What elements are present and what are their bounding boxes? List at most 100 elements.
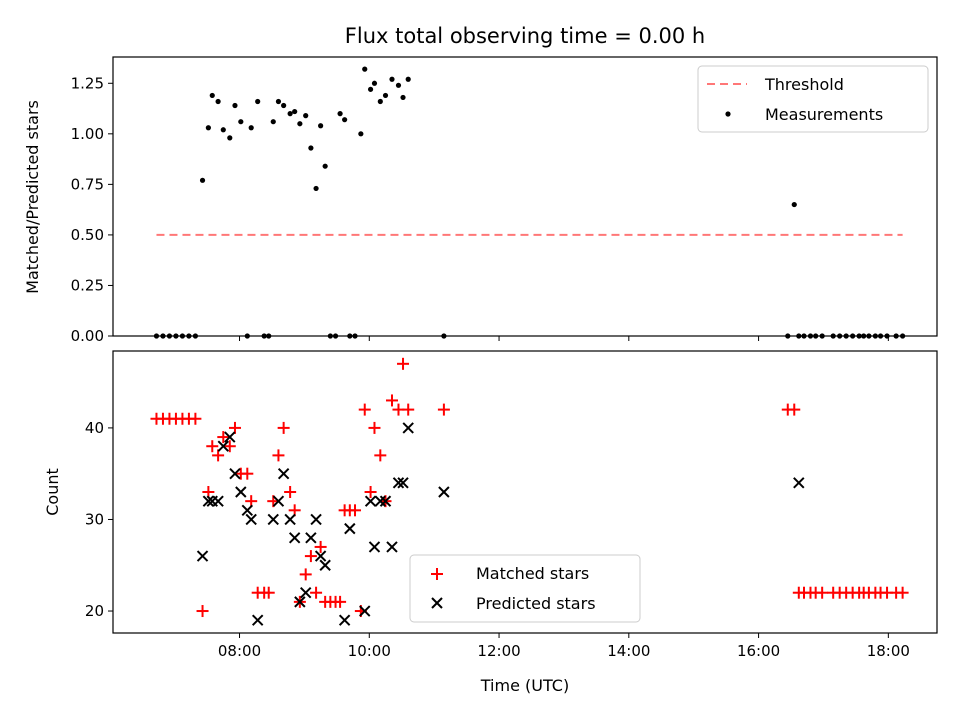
top-y-tick-label: 0.75 — [71, 175, 104, 193]
measurements-point — [199, 177, 206, 183]
top-y-tick-label: 0.00 — [71, 327, 104, 345]
measurements-point — [850, 333, 856, 339]
matched-stars-point — [402, 403, 415, 416]
measurements-point — [173, 333, 179, 339]
measurements-point — [400, 94, 406, 101]
measurements-point — [377, 98, 383, 105]
measurements-point — [358, 131, 364, 137]
measurements-point — [337, 111, 343, 117]
matched-stars-point — [212, 449, 225, 462]
measurements-point — [192, 333, 198, 339]
measurements-point — [215, 98, 221, 105]
x-tick-label: 18:00 — [867, 642, 910, 660]
measurements-point — [352, 333, 358, 339]
predicted-stars-point — [294, 596, 306, 608]
predicted-stars-point — [305, 532, 317, 544]
bottom-legend-box — [409, 554, 641, 623]
matched-stars-point — [374, 449, 387, 462]
predicted-stars-point — [338, 614, 351, 626]
matched-stars-point — [277, 421, 290, 434]
measurements-point — [389, 76, 395, 82]
top-panel-ratio: 0.00 0.25 0.50 0.75 1.00 1.25 Matched/Predict… — [23, 56, 938, 345]
measurements-point — [843, 333, 849, 339]
legend-threshold-label: Threshold — [764, 75, 844, 94]
measurements-point — [238, 119, 244, 125]
measurements-point — [866, 333, 872, 339]
predicted-stars-point — [364, 495, 377, 507]
measurements-point — [308, 145, 314, 151]
measurements-point — [205, 125, 211, 131]
measurements-point — [160, 333, 166, 339]
measurements-point — [179, 333, 186, 339]
top-panel-series — [153, 66, 906, 339]
measurements-point — [292, 108, 298, 115]
measurements-point — [266, 333, 272, 339]
top-y-axis-label: Matched/Predicted stars — [23, 100, 42, 294]
bottom-y-axis-label: Count — [43, 468, 62, 516]
measurements-point — [281, 102, 287, 109]
matched-stars-point — [310, 586, 323, 599]
matched-stars-point — [217, 431, 230, 444]
legend-matched-swatch — [431, 568, 443, 580]
measurements-point — [801, 333, 807, 339]
measurements-point — [275, 98, 282, 105]
matched-stars-point — [262, 586, 275, 599]
measurements-point — [327, 333, 333, 339]
measurements-point — [232, 102, 238, 109]
matched-stars-point — [397, 357, 410, 370]
x-axis-label: Time (UTC) — [480, 676, 569, 695]
predicted-stars-point — [212, 495, 224, 507]
measurements-point — [371, 80, 378, 86]
measurements-point — [861, 333, 867, 339]
matched-stars-point — [816, 586, 829, 599]
measurements-point — [220, 127, 226, 133]
measurements-point — [813, 333, 819, 339]
measurements-point — [303, 113, 309, 119]
measurements-point — [166, 333, 173, 339]
bottom-y-tick-label: 40 — [85, 419, 104, 437]
matched-stars-point — [284, 486, 297, 498]
predicted-stars-point — [272, 495, 285, 507]
measurements-point — [297, 121, 303, 127]
predicted-stars-point — [251, 614, 264, 626]
predicted-stars-point — [288, 532, 301, 544]
measurements-point — [819, 333, 825, 339]
matched-stars-point — [189, 412, 202, 425]
predicted-stars-point — [284, 513, 296, 526]
bottom-y-tick-label: 20 — [85, 602, 104, 620]
predicted-stars-point — [241, 504, 254, 517]
measurements-point — [837, 333, 843, 339]
matched-stars-point — [358, 403, 371, 416]
top-legend: Threshold Measurements — [697, 65, 929, 133]
measurements-point — [893, 333, 899, 339]
predicted-stars-point — [386, 541, 398, 553]
measurements-point — [796, 333, 802, 339]
measurements-point — [877, 333, 884, 339]
measurements-point — [872, 333, 878, 339]
measurements-point — [382, 92, 389, 99]
legend-matched-label: Matched stars — [476, 564, 589, 583]
measurements-point — [313, 185, 319, 192]
x-tick-label: 14:00 — [607, 642, 650, 660]
legend-measurements-swatch — [725, 111, 731, 117]
matched-stars-point — [241, 467, 254, 480]
top-panel-frame — [112, 56, 938, 337]
predicted-stars-point — [397, 477, 409, 489]
predicted-stars-point — [267, 513, 279, 526]
measurements-point — [153, 333, 160, 339]
legend-measurements-label: Measurements — [765, 105, 883, 124]
predicted-stars-point — [379, 495, 392, 507]
matched-stars-point — [437, 403, 450, 416]
measurements-point — [791, 201, 797, 208]
legend-predicted-swatch — [431, 597, 443, 609]
measurements-point — [807, 333, 814, 339]
predicted-stars-point — [277, 467, 290, 480]
measurements-point — [287, 111, 293, 117]
matched-stars-point — [334, 595, 347, 608]
predicted-stars-point — [224, 431, 236, 443]
x-tick-label: 16:00 — [737, 642, 780, 660]
predicted-stars-point — [402, 422, 414, 434]
measurements-point — [830, 333, 836, 339]
predicted-stars-point — [438, 486, 450, 498]
predicted-stars-point — [217, 440, 230, 452]
